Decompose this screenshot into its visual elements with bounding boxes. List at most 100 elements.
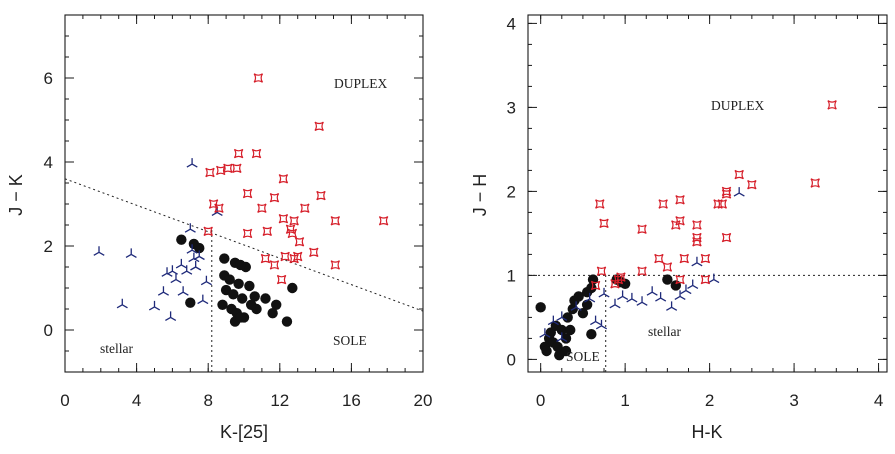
data-point-star (675, 274, 685, 285)
data-point-tri (190, 261, 202, 271)
data-point-star (269, 260, 280, 270)
data-point-circle (587, 274, 599, 285)
data-point-tri (177, 286, 189, 296)
data-point-star (654, 253, 664, 264)
data-point-tri (598, 287, 610, 298)
data-point-tri (186, 244, 198, 254)
data-point-star (287, 228, 298, 239)
data-point-circle (287, 282, 298, 294)
y-tick-label: 4 (507, 14, 516, 33)
data-point-star (294, 237, 305, 247)
data-point-tri (166, 265, 178, 275)
data-point-circle (556, 324, 567, 336)
x-tick-label: 1 (620, 391, 629, 410)
data-point-tri (170, 273, 182, 284)
y-tick-label: 2 (44, 237, 53, 256)
data-point-circle (233, 278, 244, 289)
x-tick-label: 16 (342, 391, 361, 410)
data-point-star (285, 224, 296, 234)
data-point-star (251, 148, 262, 159)
data-point-star (700, 274, 711, 285)
data-point-tri (547, 315, 559, 326)
right-plot-frame (527, 14, 888, 373)
data-point-star (378, 216, 389, 226)
data-point-tri (148, 300, 161, 311)
left-duplex-label: DUPLEX (334, 76, 387, 91)
data-point-star (208, 199, 219, 209)
data-point-tri (609, 298, 621, 309)
data-point-star (658, 199, 668, 209)
data-point-star (203, 226, 213, 237)
data-point-tri (733, 187, 745, 197)
data-point-circle (581, 287, 593, 298)
data-point-tri (193, 250, 205, 261)
data-point-star (590, 280, 601, 291)
left-stellar-label: stellar (100, 341, 133, 356)
data-point-tri (708, 273, 720, 284)
data-point-star (330, 260, 341, 270)
left-x-axis-label: K-[25] (220, 422, 268, 442)
x-tick-label: 2 (705, 391, 714, 410)
right-sole-label: SOLE (566, 349, 600, 364)
data-point-tri (556, 311, 568, 321)
data-point-circle (244, 280, 255, 292)
data-point-tri (181, 265, 193, 275)
data-point-tri (157, 286, 169, 296)
x-tick-label: 20 (414, 391, 433, 410)
divider-line (64, 178, 424, 312)
data-point-star (671, 220, 681, 230)
left-panel: 0 4 8 12 16 20 0 2 4 6 K-[25] J − K DUPLEX SOLE s… (6, 14, 433, 442)
data-point-tri (590, 315, 602, 326)
left-sole-label: SOLE (333, 333, 367, 348)
data-point-circle (619, 278, 631, 289)
data-point-tri (617, 290, 629, 300)
data-point-tri (197, 294, 209, 305)
data-point-tri (165, 311, 177, 321)
data-point-tri (691, 256, 703, 267)
data-point-star (721, 189, 732, 199)
data-point-circle (235, 259, 246, 271)
data-point-circle (586, 329, 597, 340)
data-point-circle (267, 308, 278, 319)
data-point-tri (655, 292, 667, 302)
data-point-tri (680, 284, 692, 295)
data-point-circle (662, 274, 673, 285)
data-point-star (700, 253, 711, 264)
data-point-star (309, 247, 319, 258)
data-point-circle (237, 293, 248, 304)
data-point-star (810, 178, 820, 188)
data-point-star (314, 121, 324, 132)
data-point-star (292, 251, 303, 262)
data-point-tri (687, 279, 699, 290)
right-y-axis-label: J − H (470, 174, 490, 217)
data-point-star (662, 262, 673, 272)
x-tick-label: 0 (60, 391, 69, 410)
data-point-circle (565, 324, 576, 336)
data-point-tri (184, 223, 196, 233)
data-point-tri (674, 290, 686, 300)
data-point-star (233, 148, 244, 159)
data-point-star (721, 186, 732, 197)
data-point-circle (217, 299, 228, 310)
data-point-tri (646, 286, 658, 296)
y-tick-label: 2 (507, 182, 516, 201)
data-point-star (747, 179, 757, 190)
data-point-tri (200, 275, 212, 286)
data-point-tri (93, 246, 105, 256)
data-point-circle (235, 312, 246, 323)
data-point-circle (260, 293, 271, 304)
data-point-star (278, 174, 289, 184)
data-point-circle (554, 350, 565, 361)
data-point-circle (535, 302, 546, 313)
x-tick-label: 4 (132, 391, 141, 410)
data-point-tri (556, 332, 568, 342)
data-point-circle (185, 297, 196, 308)
data-point-tri (125, 248, 137, 258)
data-point-circle (541, 345, 552, 357)
data-point-star (242, 188, 253, 199)
data-point-star (637, 224, 647, 234)
data-point-circle (271, 299, 282, 310)
x-tick-label: 12 (270, 391, 289, 410)
y-tick-label: 0 (44, 321, 53, 340)
data-point-circle (281, 316, 293, 327)
